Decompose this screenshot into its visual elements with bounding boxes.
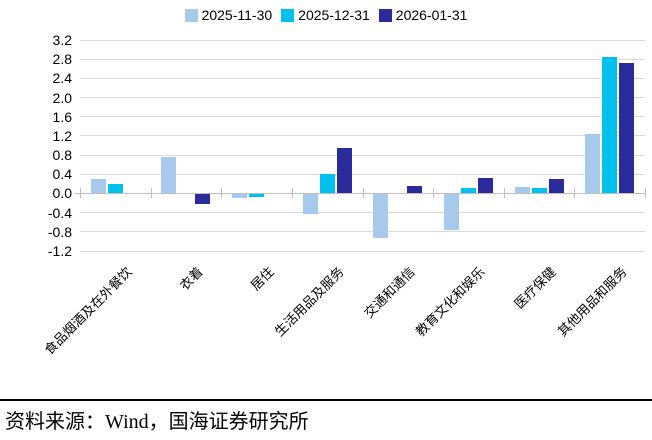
gridline <box>80 231 645 233</box>
legend-swatch-icon <box>281 8 295 22</box>
x-axis-category-label: 食品烟酒及在外餐饮 <box>41 264 136 358</box>
y-axis-tick-label: 0.8 <box>52 147 72 164</box>
x-axis-tick <box>150 188 152 199</box>
x-axis-category-label: 医疗保健 <box>511 264 559 312</box>
legend-swatch-icon <box>184 8 198 22</box>
y-axis-tick-label: -0.4 <box>47 204 72 221</box>
legend-label: 2025-12-31 <box>298 7 370 23</box>
x-axis-category-label: 交通和通信 <box>360 264 418 321</box>
source-text: 资料来源：Wind，国海证券研究所 <box>5 411 309 433</box>
y-axis-tick-label: 1.6 <box>52 108 72 125</box>
bar-2026-01-31-其他用品和服务 <box>619 63 635 194</box>
legend-label: 2026-01-31 <box>395 7 468 23</box>
bar-2025-12-31-生活用品及服务 <box>319 174 335 194</box>
bar-2025-11-30-教育文化和娱乐 <box>443 194 459 231</box>
x-axis-tick <box>291 188 293 199</box>
y-axis-tick-label: 2.4 <box>52 70 72 87</box>
y-axis-tick-label: 2.8 <box>52 51 72 68</box>
bar-2025-11-30-交通和通信 <box>373 194 389 238</box>
y-axis-tick-label: 2.0 <box>52 89 72 106</box>
y-axis-tick-label: 3.2 <box>52 32 72 48</box>
x-axis-category-label: 衣着 <box>176 264 206 294</box>
legend-swatch-icon <box>378 8 392 22</box>
legend-item: 2025-12-31 <box>281 7 370 23</box>
bar-2025-12-31-居住 <box>249 194 265 198</box>
gridline <box>80 250 645 252</box>
x-axis-tick <box>645 188 646 199</box>
gridline <box>80 58 645 60</box>
x-axis-tick <box>362 188 364 199</box>
bar-2025-12-31-食品烟酒及在外餐饮 <box>107 183 123 194</box>
gridline <box>80 77 645 79</box>
bar-2026-01-31-生活用品及服务 <box>336 147 352 194</box>
bar-2025-11-30-衣着 <box>161 157 177 194</box>
bar-2025-11-30-生活用品及服务 <box>302 194 318 214</box>
gridline <box>80 154 645 156</box>
chart-legend: 2025-11-30 2025-12-31 2026-01-31 <box>0 7 652 23</box>
y-axis-tick-label: -1.2 <box>47 243 72 259</box>
bar-2026-01-31-衣着 <box>195 194 211 205</box>
x-axis-tick <box>433 188 435 199</box>
bar-2026-01-31-教育文化和娱乐 <box>477 178 493 194</box>
bar-2026-01-31-交通和通信 <box>407 186 423 194</box>
gridline <box>80 39 645 41</box>
bar-2025-11-30-居住 <box>232 194 248 198</box>
gridline <box>80 97 645 99</box>
bar-2025-12-31-教育文化和娱乐 <box>460 187 476 194</box>
bar-2025-11-30-医疗保健 <box>514 186 530 194</box>
source-note: 资料来源：Wind，国海证券研究所 <box>5 405 645 434</box>
bar-2026-01-31-医疗保健 <box>548 179 564 194</box>
y-axis-tick-label: 0.4 <box>52 166 72 183</box>
y-axis-tick-label: -0.8 <box>47 223 72 240</box>
x-axis-category-label: 其他用品和服务 <box>554 264 630 340</box>
y-axis-tick-label: 0.0 <box>52 185 72 202</box>
gridline <box>80 173 645 175</box>
bar-2025-12-31-医疗保健 <box>531 187 547 194</box>
bar-2025-11-30-食品烟酒及在外餐饮 <box>90 179 106 194</box>
legend-label: 2025-11-30 <box>201 7 273 23</box>
bar-2025-12-31-其他用品和服务 <box>602 56 618 194</box>
bar-2025-11-30-其他用品和服务 <box>585 133 601 194</box>
source-divider <box>0 399 652 401</box>
legend-item: 2025-11-30 <box>184 7 273 23</box>
gridline <box>80 135 645 137</box>
x-axis-tick <box>80 188 81 199</box>
x-axis-tick <box>574 188 576 199</box>
x-axis-category-label: 居住 <box>247 264 277 294</box>
y-axis-tick-label: 1.2 <box>52 127 72 144</box>
x-axis-category-label: 教育文化和娱乐 <box>413 264 489 340</box>
legend-item: 2026-01-31 <box>378 7 468 23</box>
gridline <box>80 116 645 118</box>
gridline <box>80 212 645 214</box>
x-axis-tick <box>503 188 505 199</box>
x-axis-zero-line <box>74 192 645 194</box>
x-axis-tick <box>221 188 223 199</box>
x-axis-category-label: 生活用品及服务 <box>271 264 347 340</box>
